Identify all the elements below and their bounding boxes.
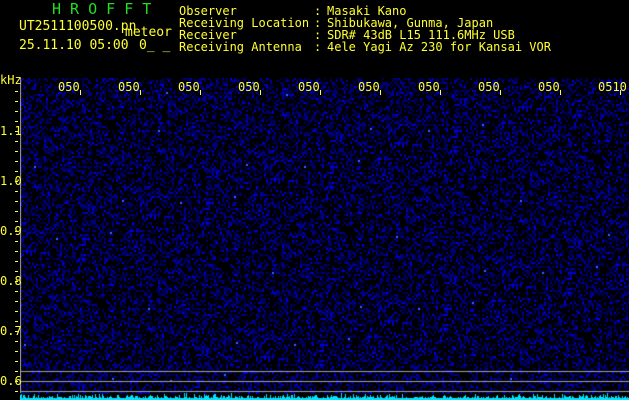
y-minor-tick — [15, 101, 18, 102]
x-tick-label: 0503 — [178, 80, 200, 94]
x-tick — [620, 90, 621, 95]
y-minor-tick — [15, 321, 18, 322]
x-tick-label: 0509 — [538, 80, 560, 94]
y-minor-tick — [15, 271, 18, 272]
datetime: 25.11.10 05:00 — [19, 38, 129, 53]
info-value: Shibukawa, Gunma, Japan — [327, 16, 494, 30]
y-minor-tick — [15, 221, 18, 222]
y-minor-tick — [15, 311, 18, 312]
x-tick-label: 0504 — [238, 80, 260, 94]
x-tick — [260, 90, 261, 95]
y-tick-label: 1.0 — [0, 174, 22, 188]
y-minor-tick — [15, 161, 18, 162]
y-minor-tick — [15, 181, 18, 182]
y-minor-tick — [15, 391, 18, 392]
x-tick — [500, 90, 501, 95]
x-tick — [440, 90, 441, 95]
y-tick-label: 0.9 — [0, 224, 22, 238]
x-tick — [140, 90, 141, 95]
x-tick — [80, 90, 81, 95]
y-minor-tick — [15, 231, 18, 232]
y-tick-label: 0.8 — [0, 274, 22, 288]
y-tick-label: 0.6 — [0, 374, 22, 388]
info-label: Observer — [179, 4, 237, 18]
info-colon: : — [314, 4, 322, 18]
y-minor-tick — [15, 351, 18, 352]
x-tick-label: 0508 — [478, 80, 500, 94]
y-tick-label: 1.1 — [0, 124, 22, 138]
x-tick-label: 0507 — [418, 80, 440, 94]
y-minor-tick — [15, 121, 18, 122]
y-minor-tick — [15, 301, 18, 302]
spectrogram — [20, 78, 629, 400]
y-minor-tick — [15, 111, 18, 112]
y-minor-tick — [15, 341, 18, 342]
y-minor-tick — [15, 91, 18, 92]
info-colon: : — [314, 40, 322, 54]
x-tick-label: 0501 — [58, 80, 80, 94]
y-minor-tick — [15, 381, 18, 382]
info-colon: : — [314, 16, 322, 30]
app-title: H R O F F T — [52, 0, 152, 18]
info-value: 4ele Yagi Az 230 for Kansai VOR — [327, 40, 551, 54]
info-label: Receiver — [179, 28, 237, 42]
info-value: Masaki Kano — [327, 4, 407, 18]
x-tick-label: 0505 — [298, 80, 320, 94]
meteor-count: 0_ _ — [139, 38, 171, 53]
x-tick-label: 0502 — [118, 80, 140, 94]
info-value: SDR# 43dB L15 111.6MHz USB — [327, 28, 515, 42]
y-minor-tick — [15, 261, 18, 262]
y-minor-tick — [15, 151, 18, 152]
x-tick — [560, 90, 561, 95]
x-tick — [320, 90, 321, 95]
y-minor-tick — [15, 371, 18, 372]
y-minor-tick — [15, 331, 18, 332]
y-minor-tick — [15, 141, 18, 142]
y-axis-label: kHz — [0, 73, 22, 87]
x-tick-label: 0506 — [358, 80, 380, 94]
x-tick-label: 0510 — [598, 80, 627, 94]
mode-label: meteor — [125, 25, 172, 40]
y-minor-tick — [15, 281, 18, 282]
y-tick-label: 0.7 — [0, 324, 22, 338]
y-minor-tick — [15, 131, 18, 132]
x-tick — [200, 90, 201, 95]
y-minor-tick — [15, 241, 18, 242]
y-minor-tick — [15, 211, 18, 212]
filename: UT2511100500.pn — [19, 19, 137, 34]
y-minor-tick — [15, 191, 18, 192]
y-minor-tick — [15, 361, 18, 362]
x-tick — [380, 90, 381, 95]
y-minor-tick — [15, 291, 18, 292]
info-colon: : — [314, 28, 322, 42]
y-minor-tick — [15, 201, 18, 202]
y-minor-tick — [15, 171, 18, 172]
info-label: Receiving Antenna — [179, 40, 302, 54]
info-label: Receiving Location — [179, 16, 310, 30]
y-minor-tick — [15, 251, 18, 252]
